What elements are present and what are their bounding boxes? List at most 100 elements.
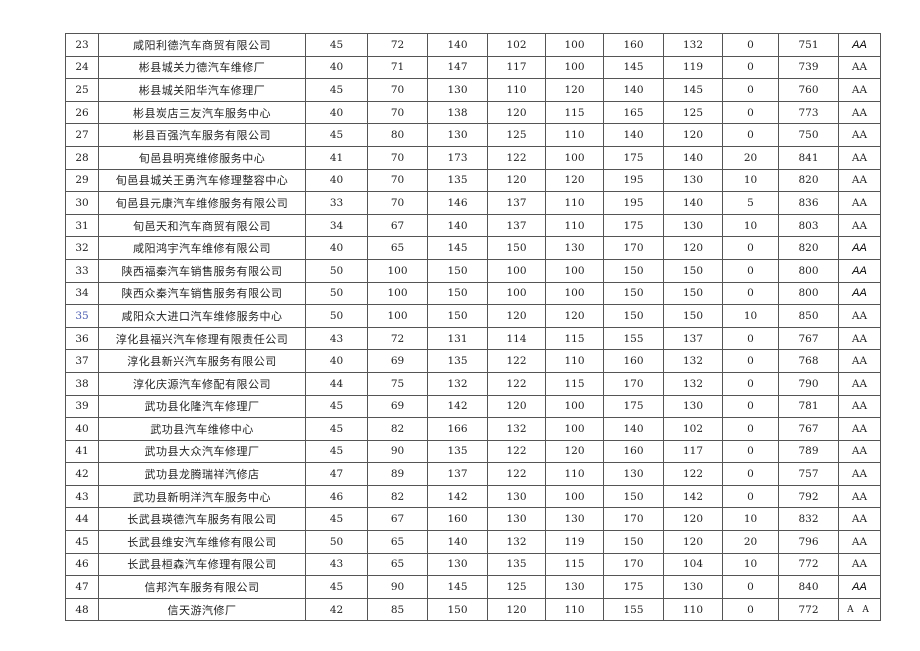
- score-cell: 0: [722, 484, 779, 509]
- score-cell: 137: [487, 213, 546, 238]
- score-cell: 110: [487, 78, 546, 102]
- grade-cell: AA: [838, 33, 881, 57]
- score-cell: 40: [305, 168, 368, 193]
- company-name-cell: 旬邑天和汽车商贸有限公司: [98, 213, 306, 238]
- score-cell: 0: [722, 123, 779, 147]
- score-cell: 117: [663, 439, 723, 464]
- score-cell: 100: [545, 55, 604, 80]
- company-name-cell: 咸阳鸿宇汽车维修有限公司: [98, 236, 306, 260]
- score-cell: 150: [663, 281, 723, 306]
- score-cell: 65: [367, 236, 428, 260]
- company-name-cell: 信邦汽车服务有限公司: [98, 575, 306, 599]
- total-score-cell: 781: [778, 394, 839, 419]
- score-cell: 150: [603, 281, 664, 306]
- score-cell: 100: [545, 145, 604, 170]
- score-cell: 195: [603, 168, 664, 193]
- score-cell: 120: [487, 394, 546, 419]
- score-cell: 147: [427, 55, 488, 80]
- company-name-cell: 旬邑县城关王勇汽车修理整容中心: [98, 168, 306, 193]
- table-row: 36 淳化县福兴汽车修理有限责任公司 43 72 131 114 115 155 137 0 767…: [65, 326, 881, 351]
- total-score-cell: 751: [778, 33, 839, 57]
- score-cell: 117: [487, 55, 546, 80]
- score-cell: 122: [487, 371, 546, 396]
- table-row: 27 彬县百强汽车服务有限公司 45 80 130 125 110 140 120 0 750 AA: [65, 123, 881, 147]
- score-cell: 67: [367, 213, 428, 238]
- row-number-cell: 26: [65, 100, 99, 125]
- table-row: 45 长武县维安汽车维修有限公司 50 65 140 132 119 150 120 20 796 A…: [65, 530, 881, 554]
- score-cell: 0: [722, 575, 779, 599]
- score-cell: 135: [487, 552, 546, 577]
- score-cell: 40: [305, 236, 368, 260]
- row-number-cell: 45: [65, 530, 99, 554]
- company-name-cell: 武功县龙腾瑞祥汽修店: [98, 462, 306, 486]
- score-cell: 135: [427, 168, 488, 193]
- row-number-cell: 34: [65, 281, 99, 306]
- score-cell: 0: [722, 326, 779, 351]
- score-cell: 160: [603, 349, 664, 373]
- score-cell: 145: [427, 236, 488, 260]
- score-cell: 150: [603, 484, 664, 509]
- score-cell: 142: [427, 394, 488, 419]
- score-cell: 10: [722, 168, 779, 193]
- score-cell: 0: [722, 55, 779, 80]
- total-score-cell: 772: [778, 597, 839, 622]
- grade-cell: AA: [838, 349, 881, 373]
- grade-cell: AA: [838, 258, 881, 283]
- score-cell: 10: [722, 507, 779, 532]
- score-cell: 150: [427, 597, 488, 622]
- grade-cell: AA: [838, 439, 881, 464]
- company-name-cell: 彬县百强汽车服务有限公司: [98, 123, 306, 147]
- table-row: 33 陕西福秦汽车销售服务有限公司 50 100 150 100 100 150 150 0 800…: [65, 258, 881, 283]
- score-cell: 20: [722, 530, 779, 554]
- score-cell: 120: [545, 439, 604, 464]
- score-cell: 114: [487, 326, 546, 351]
- grade-cell: AA: [838, 507, 881, 532]
- score-cell: 155: [603, 326, 664, 351]
- score-cell: 150: [487, 236, 546, 260]
- table-row: 48 信天游汽修厂 42 85 150 120 110 155 110 0 772 A A: [65, 597, 881, 622]
- table-row: 23 咸阳利德汽车商贸有限公司 45 72 140 102 100 160 132 0 751 AA: [65, 33, 881, 57]
- score-cell: 132: [663, 371, 723, 396]
- total-score-cell: 850: [778, 304, 839, 328]
- row-number-cell: 24: [65, 55, 99, 80]
- score-cell: 150: [427, 304, 488, 328]
- score-cell: 65: [367, 530, 428, 554]
- score-cell: 160: [603, 33, 664, 57]
- score-cell: 142: [663, 484, 723, 509]
- row-number-cell: 39: [65, 394, 99, 419]
- score-cell: 120: [663, 236, 723, 260]
- total-score-cell: 841: [778, 145, 839, 170]
- score-cell: 40: [305, 349, 368, 373]
- score-cell: 122: [487, 462, 546, 486]
- score-cell: 130: [603, 462, 664, 486]
- score-cell: 175: [603, 575, 664, 599]
- grade-cell: AA: [838, 123, 881, 147]
- score-cell: 150: [603, 304, 664, 328]
- table-row: 28 旬邑县明亮维修服务中心 41 70 173 122 100 175 140 20 841 AA: [65, 145, 881, 170]
- score-cell: 130: [427, 552, 488, 577]
- score-cell: 131: [427, 326, 488, 351]
- total-score-cell: 832: [778, 507, 839, 532]
- company-name-cell: 信天游汽修厂: [98, 597, 306, 622]
- score-cell: 137: [427, 462, 488, 486]
- score-cell: 122: [487, 439, 546, 464]
- score-cell: 120: [663, 530, 723, 554]
- grade-cell: AA: [838, 371, 881, 396]
- company-name-cell: 陕西众秦汽车销售服务有限公司: [98, 281, 306, 306]
- score-cell: 43: [305, 326, 368, 351]
- grade-cell: AA: [838, 394, 881, 419]
- score-cell: 0: [722, 394, 779, 419]
- score-cell: 110: [545, 191, 604, 215]
- score-cell: 40: [305, 55, 368, 80]
- total-score-cell: 757: [778, 462, 839, 486]
- score-cell: 120: [663, 507, 723, 532]
- score-cell: 110: [545, 597, 604, 622]
- row-number-cell: 31: [65, 213, 99, 238]
- score-cell: 175: [603, 213, 664, 238]
- company-name-cell: 彬县城关阳华汽车修理厂: [98, 78, 306, 102]
- row-number-cell: 23: [65, 33, 99, 57]
- score-cell: 122: [663, 462, 723, 486]
- score-cell: 40: [305, 100, 368, 125]
- score-cell: 120: [487, 100, 546, 125]
- total-score-cell: 796: [778, 530, 839, 554]
